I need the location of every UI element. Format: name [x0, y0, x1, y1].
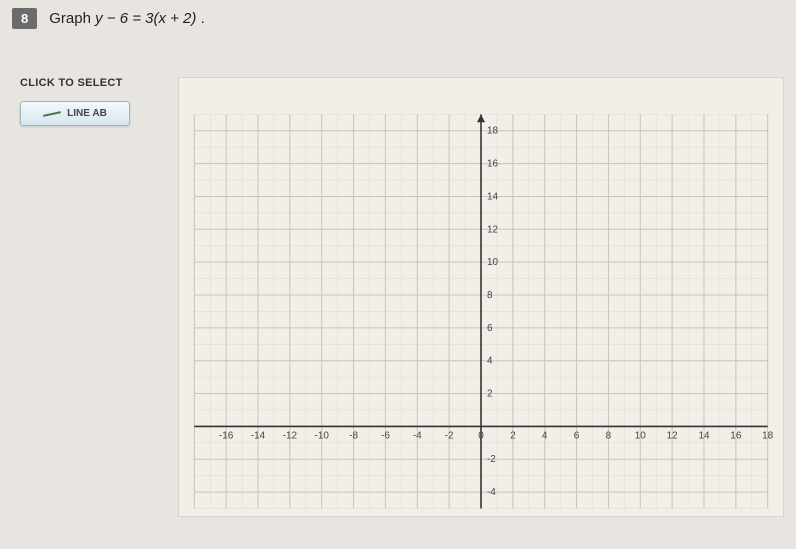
- svg-text:6: 6: [574, 430, 580, 441]
- svg-text:2: 2: [487, 389, 493, 400]
- svg-text:0: 0: [478, 430, 484, 441]
- line-ab-label: LINE AB: [67, 108, 107, 119]
- line-ab-button[interactable]: LINE AB: [20, 101, 130, 126]
- svg-text:16: 16: [487, 159, 499, 170]
- question-suffix: .: [196, 10, 204, 27]
- svg-text:18: 18: [487, 126, 499, 137]
- line-icon: [43, 111, 61, 117]
- svg-text:-4: -4: [413, 430, 422, 441]
- svg-text:2: 2: [510, 430, 516, 441]
- svg-text:-4: -4: [487, 487, 496, 498]
- svg-text:-2: -2: [445, 430, 454, 441]
- svg-text:12: 12: [667, 430, 679, 441]
- svg-text:-6: -6: [381, 430, 390, 441]
- svg-text:12: 12: [487, 224, 499, 235]
- svg-text:-16: -16: [219, 430, 234, 441]
- svg-text:6: 6: [487, 323, 493, 334]
- cartesian-grid[interactable]: -16 -14 -12 -10 -8 -6 -4 -2 0 2 4 6 8 10 12 14 16 18 -4 -2 2…: [179, 78, 783, 516]
- svg-text:-12: -12: [283, 430, 298, 441]
- svg-text:-14: -14: [251, 430, 266, 441]
- svg-text:16: 16: [730, 430, 742, 441]
- question-header: 8 Graph y − 6 = 3(x + 2) .: [0, 0, 796, 37]
- sidebar-title: CLICK TO SELECT: [20, 77, 170, 89]
- question-text: Graph y − 6 = 3(x + 2) .: [49, 10, 205, 27]
- svg-text:14: 14: [698, 430, 710, 441]
- svg-text:8: 8: [487, 290, 493, 301]
- svg-text:4: 4: [542, 430, 548, 441]
- svg-text:4: 4: [487, 356, 493, 367]
- question-equation: y − 6 = 3(x + 2): [95, 10, 196, 27]
- question-prefix: Graph: [49, 10, 95, 27]
- svg-text:-2: -2: [487, 454, 496, 465]
- svg-text:8: 8: [606, 430, 612, 441]
- tool-sidebar: CLICK TO SELECT LINE AB: [20, 77, 170, 126]
- svg-text:14: 14: [487, 191, 499, 202]
- question-number: 8: [12, 8, 37, 29]
- svg-text:10: 10: [487, 257, 499, 268]
- svg-text:18: 18: [762, 430, 774, 441]
- content-row: CLICK TO SELECT LINE AB -16 -14 -12 -10 -8 -6…: [0, 67, 796, 517]
- graph-area[interactable]: -16 -14 -12 -10 -8 -6 -4 -2 0 2 4 6 8 10 12 14 16 18 -4 -2 2…: [178, 77, 784, 517]
- svg-text:-8: -8: [349, 430, 358, 441]
- svg-text:10: 10: [635, 430, 647, 441]
- svg-text:-10: -10: [315, 430, 330, 441]
